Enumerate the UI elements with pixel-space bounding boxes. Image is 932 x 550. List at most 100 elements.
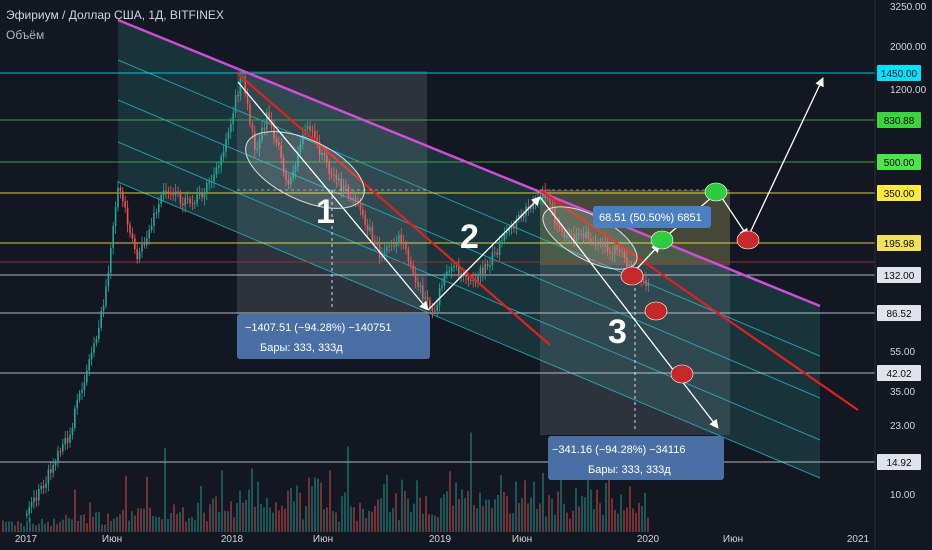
candle-body xyxy=(246,94,249,104)
measure-2-line1: −341.16 (−94.28%) −34116 xyxy=(552,444,685,456)
target-marker-3 xyxy=(644,301,668,321)
volume-bar xyxy=(575,488,577,532)
volume-bar xyxy=(530,497,532,532)
candle-body xyxy=(287,180,290,185)
volume-bar xyxy=(38,523,40,532)
candle-body xyxy=(194,202,196,205)
candle-body xyxy=(330,173,333,175)
candle-body xyxy=(587,231,590,239)
volume-bar xyxy=(257,481,259,532)
volume-bar xyxy=(218,511,220,532)
volume-bar xyxy=(161,519,163,532)
candle-body xyxy=(390,245,393,247)
volume-bar xyxy=(500,475,502,532)
candle-body xyxy=(186,198,189,200)
candle-body xyxy=(239,78,242,96)
candle-body xyxy=(134,238,136,250)
candle-body xyxy=(381,254,383,258)
candle-body xyxy=(59,451,62,453)
candle-body xyxy=(602,245,604,247)
volume-bar xyxy=(377,499,379,532)
measure-3-line1: 68.51 (50.50%) 6851 xyxy=(599,212,702,224)
candle-body xyxy=(148,229,150,239)
price-tick-label: 3250.00 xyxy=(890,2,927,13)
volume-bar xyxy=(227,511,229,532)
candle-body xyxy=(311,130,314,132)
volume-bar xyxy=(266,498,268,532)
volume-bar xyxy=(80,515,82,532)
candle-body xyxy=(249,103,251,125)
candle-body xyxy=(66,437,69,443)
volume-bar xyxy=(539,503,541,532)
volume-bar xyxy=(71,519,73,532)
candle-body xyxy=(580,234,582,236)
volume-bar xyxy=(158,516,160,532)
volume-bar xyxy=(479,492,481,532)
volume-bar xyxy=(188,517,190,532)
volume-bar xyxy=(524,480,526,532)
candle-body xyxy=(81,389,83,393)
path-arrow-0 xyxy=(237,81,429,311)
volume-bar xyxy=(374,505,376,532)
candle-body xyxy=(129,224,131,234)
volume-bar xyxy=(569,518,571,532)
candle-body xyxy=(110,247,112,273)
volume-bar xyxy=(344,492,346,532)
channel-line-3 xyxy=(117,181,821,479)
candle-body xyxy=(189,198,191,204)
volume-bar xyxy=(368,510,370,532)
candle-body xyxy=(628,264,630,268)
volume-bar xyxy=(476,508,478,532)
volume-bar xyxy=(548,495,550,532)
candle-body xyxy=(585,231,587,239)
candle-body xyxy=(26,513,28,516)
candle-body xyxy=(376,243,378,245)
volume-bar xyxy=(260,503,262,532)
volume-bar xyxy=(17,521,19,532)
candle-body xyxy=(551,203,554,209)
volume-bar xyxy=(434,515,436,532)
price-level-tag-text-7: 42.02 xyxy=(886,369,911,380)
volume-bar xyxy=(632,508,634,532)
candle-body xyxy=(38,488,40,501)
candle-body xyxy=(191,203,194,205)
time-tick-label: 2019 xyxy=(429,534,452,545)
candle-body xyxy=(167,191,170,193)
measure-box-2 xyxy=(548,436,724,480)
volume-bar xyxy=(176,513,178,532)
candle-body xyxy=(321,153,323,155)
volume-bar xyxy=(581,496,583,532)
time-tick-label: Июн xyxy=(723,534,743,545)
candle-body xyxy=(174,191,177,196)
candle-body xyxy=(122,191,124,202)
candle-body xyxy=(215,167,218,175)
candle-body xyxy=(340,178,342,191)
volume-bar xyxy=(56,524,58,532)
candle-body xyxy=(273,125,275,140)
volume-bar xyxy=(584,497,586,532)
candle-body xyxy=(220,156,222,166)
volume-bar xyxy=(308,477,310,532)
candle-body xyxy=(218,165,220,168)
volume-bar xyxy=(482,506,484,532)
time-tick-label: 2017 xyxy=(15,534,38,545)
candle-body xyxy=(558,225,561,229)
volume-bar xyxy=(101,524,103,532)
path-arrow-1 xyxy=(427,196,541,311)
candle-body xyxy=(417,281,419,287)
volume-bar xyxy=(122,509,124,532)
candle-body xyxy=(338,178,340,181)
path-arrow-2 xyxy=(539,196,719,429)
volume-bar xyxy=(62,519,64,532)
price-tick-label: 55.00 xyxy=(890,347,915,358)
candle-body xyxy=(138,251,141,260)
candle-body xyxy=(366,224,369,231)
candle-body xyxy=(563,231,566,238)
volume-bar xyxy=(233,517,235,532)
volume-bar xyxy=(521,498,523,532)
candle-body xyxy=(93,343,95,353)
candle-body xyxy=(258,139,261,149)
volume-bar xyxy=(269,507,271,532)
candle-body xyxy=(434,310,436,312)
